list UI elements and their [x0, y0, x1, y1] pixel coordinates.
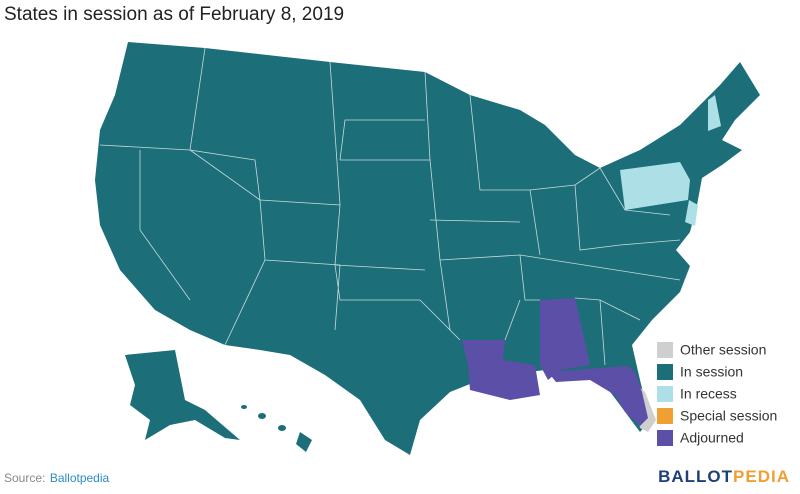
source-label: Source:	[4, 471, 45, 485]
logo: BALLOTPEDIA	[658, 467, 790, 486]
state-region	[258, 413, 266, 419]
state-region	[296, 432, 312, 452]
state-region	[462, 340, 540, 400]
legend-swatch	[657, 430, 673, 446]
legend: Other session In session In recess Special …	[657, 342, 777, 446]
state-region	[620, 162, 690, 210]
state-region	[95, 42, 760, 455]
logo-first: BALLOT	[658, 467, 733, 486]
state-region	[685, 200, 698, 226]
legend-label: Other session	[680, 342, 766, 358]
legend-label: Adjourned	[680, 430, 744, 446]
legend-swatch	[657, 342, 673, 358]
source: Source: Ballotpedia	[4, 469, 110, 486]
legend-label: In recess	[680, 386, 737, 402]
legend-swatch	[657, 364, 673, 380]
legend-label: Special session	[680, 408, 777, 424]
title: States in session as of February 8, 2019	[4, 4, 344, 25]
state-borders	[99, 47, 681, 366]
state-region	[278, 425, 286, 431]
state-region	[708, 95, 721, 131]
source-link[interactable]: Ballotpedia	[50, 471, 110, 485]
state-region	[241, 405, 247, 409]
logo-second: PEDIA	[733, 467, 790, 486]
legend-swatch	[657, 408, 673, 424]
legend-swatch	[657, 386, 673, 402]
state-region	[540, 298, 590, 380]
state-region	[548, 366, 648, 426]
legend-label: In session	[680, 364, 743, 380]
us-map	[95, 42, 760, 455]
state-region	[125, 350, 240, 440]
